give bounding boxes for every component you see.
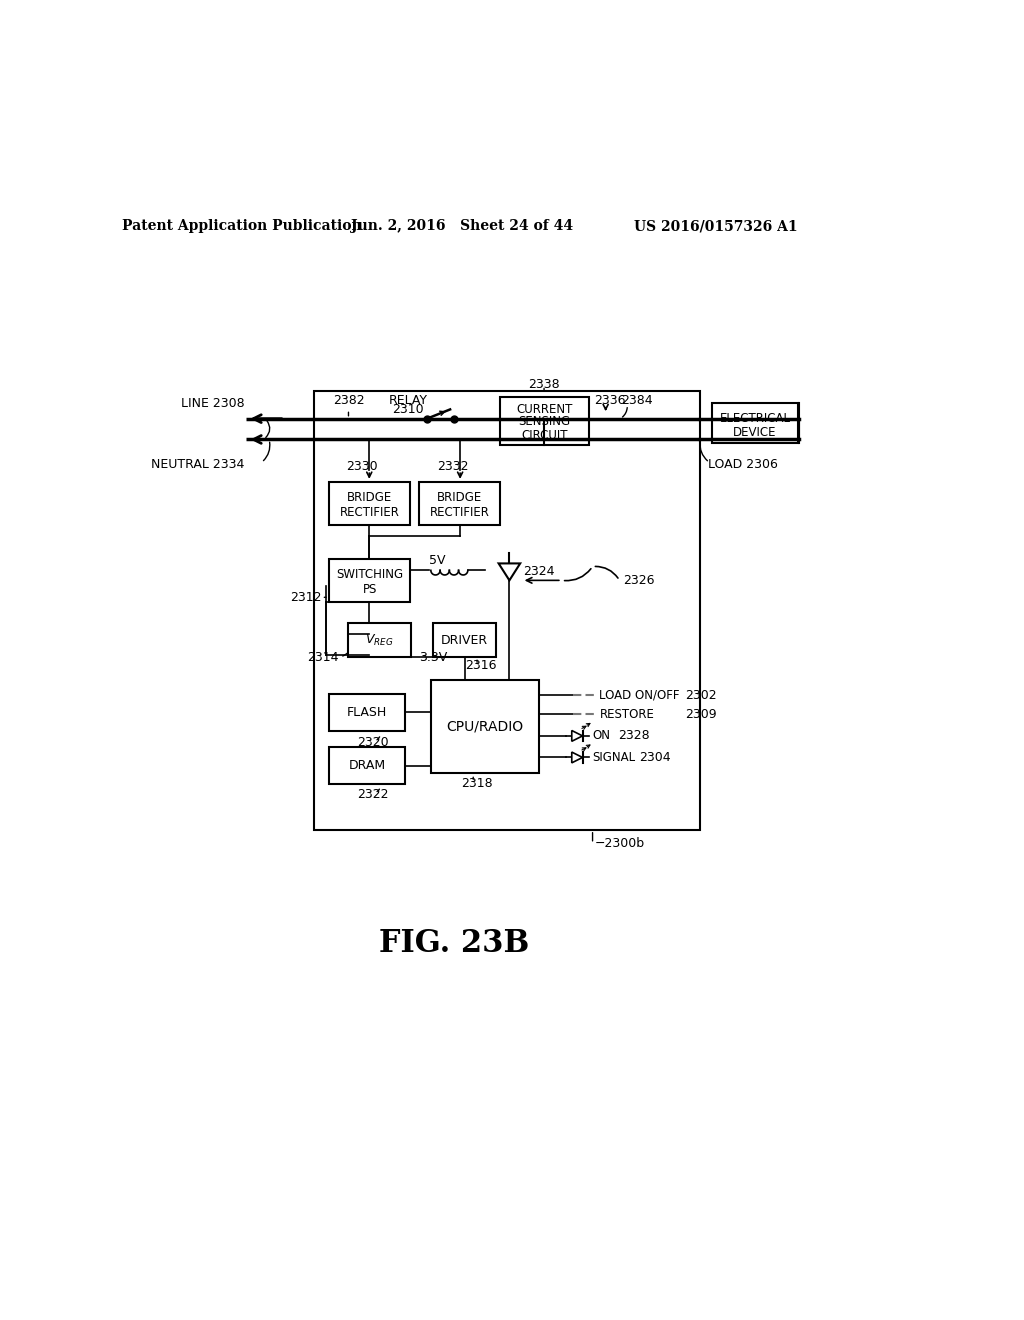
Bar — [712, 404, 798, 444]
Text: FLASH: FLASH — [347, 705, 387, 718]
Text: RECTIFIER: RECTIFIER — [340, 506, 399, 519]
Text: DRIVER: DRIVER — [441, 634, 488, 647]
Text: US 2016/0157326 A1: US 2016/0157326 A1 — [634, 219, 798, 234]
Text: 2384: 2384 — [621, 393, 652, 407]
Text: 2302: 2302 — [685, 689, 717, 702]
Text: NEUTRAL 2334: NEUTRAL 2334 — [152, 458, 245, 471]
Text: $V_{REG}$: $V_{REG}$ — [365, 632, 393, 648]
Bar — [330, 482, 410, 525]
Text: LINE 2308: LINE 2308 — [181, 397, 245, 409]
Text: DRAM: DRAM — [348, 759, 385, 772]
Bar — [348, 623, 411, 657]
Text: 2332: 2332 — [436, 459, 468, 473]
Text: 3.3V: 3.3V — [419, 651, 447, 664]
Text: 5V: 5V — [429, 554, 445, 566]
Text: 2318: 2318 — [461, 777, 493, 791]
Bar — [330, 747, 404, 784]
Polygon shape — [499, 564, 520, 581]
Text: ON: ON — [593, 730, 610, 742]
Bar — [313, 391, 700, 830]
Text: RECTIFIER: RECTIFIER — [430, 506, 489, 519]
Text: 2330: 2330 — [346, 459, 378, 473]
Text: Jun. 2, 2016   Sheet 24 of 44: Jun. 2, 2016 Sheet 24 of 44 — [350, 219, 572, 234]
Text: 2326: 2326 — [624, 574, 655, 587]
Text: Patent Application Publication: Patent Application Publication — [123, 219, 362, 234]
Bar — [500, 397, 589, 445]
Bar — [433, 623, 497, 657]
Text: ELECTRICAL: ELECTRICAL — [720, 412, 791, 425]
Bar — [419, 482, 500, 525]
Text: 2324: 2324 — [523, 565, 555, 578]
Text: SWITCHING: SWITCHING — [336, 568, 403, 581]
Text: SIGNAL: SIGNAL — [593, 751, 636, 764]
Text: CPU/RADIO: CPU/RADIO — [446, 719, 523, 734]
Text: 2304: 2304 — [639, 751, 671, 764]
Text: 2312: 2312 — [290, 591, 322, 603]
Text: 2310: 2310 — [392, 403, 424, 416]
Text: PS: PS — [362, 583, 377, 597]
Text: −2300b: −2300b — [595, 837, 645, 850]
Text: LOAD 2306: LOAD 2306 — [708, 458, 778, 471]
Text: RESTORE: RESTORE — [599, 708, 654, 721]
Text: 2314: 2314 — [307, 651, 339, 664]
Text: 2382: 2382 — [333, 393, 365, 407]
Text: 2328: 2328 — [617, 730, 649, 742]
Text: 2309: 2309 — [685, 708, 717, 721]
Text: 2336: 2336 — [595, 393, 626, 407]
Polygon shape — [571, 730, 583, 742]
Text: RELAY: RELAY — [388, 393, 427, 407]
Text: LOAD ON/OFF: LOAD ON/OFF — [599, 689, 680, 702]
Text: BRIDGE: BRIDGE — [347, 491, 392, 504]
Text: BRIDGE: BRIDGE — [437, 491, 482, 504]
Text: CIRCUIT: CIRCUIT — [521, 429, 567, 442]
Text: 2322: 2322 — [357, 788, 389, 801]
Polygon shape — [571, 752, 583, 763]
Bar — [431, 681, 539, 774]
Text: SENSING: SENSING — [518, 416, 570, 428]
Text: FIG. 23B: FIG. 23B — [379, 928, 529, 960]
Bar — [330, 558, 410, 602]
Text: 2320: 2320 — [357, 735, 389, 748]
Text: DEVICE: DEVICE — [733, 426, 777, 440]
Text: 2338: 2338 — [528, 378, 560, 391]
Text: 2316: 2316 — [465, 659, 497, 672]
Bar — [330, 693, 404, 730]
Text: CURRENT: CURRENT — [516, 403, 572, 416]
